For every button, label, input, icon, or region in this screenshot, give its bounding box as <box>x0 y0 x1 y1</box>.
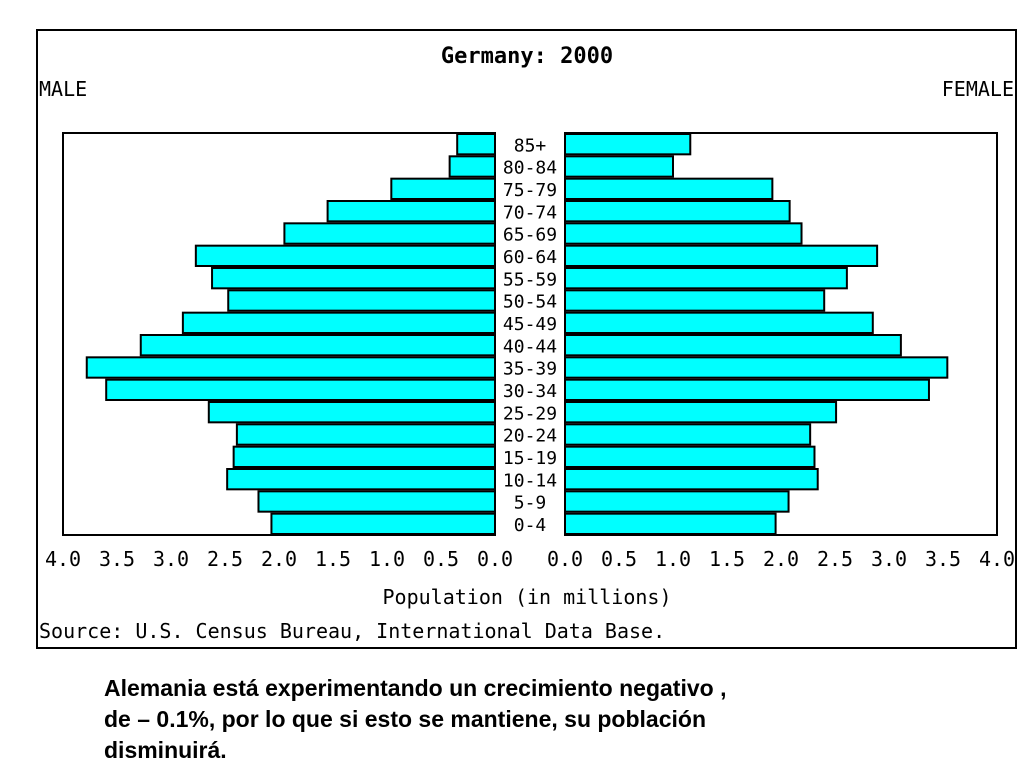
male-tick-3.0: 3.0 <box>153 547 189 571</box>
male-tick-1.0: 1.0 <box>369 547 405 571</box>
population-pyramid-chart: Germany: 2000 MALE FEMALE 85+80-8475-797… <box>36 29 1017 649</box>
male-bar-50-54 <box>227 289 497 312</box>
male-tick-3.5: 3.5 <box>99 547 135 571</box>
male-tick-0.5: 0.5 <box>423 547 459 571</box>
female-bar-10-14 <box>564 468 819 491</box>
male-tick-1.5: 1.5 <box>315 547 351 571</box>
male-bar-10-14 <box>226 468 496 491</box>
age-label-55-59: 55-59 <box>503 269 557 290</box>
male-bar-65-69 <box>283 222 496 245</box>
male-bar-25-29 <box>207 401 497 424</box>
female-tick-0.5: 0.5 <box>601 547 637 571</box>
male-bar-5-9 <box>257 490 497 513</box>
female-bar-70-74 <box>564 200 791 223</box>
age-label-45-49: 45-49 <box>503 314 557 335</box>
male-bar-35-39 <box>85 356 496 379</box>
age-label-75-79: 75-79 <box>503 180 557 201</box>
female-bar-60-64 <box>564 244 879 268</box>
male-bar-20-24 <box>235 423 496 446</box>
age-label-85+: 85+ <box>514 135 547 156</box>
caption-line-2: de – 0.1%, por lo que si esto se mantien… <box>104 706 706 732</box>
female-tick-4.0: 4.0 <box>979 547 1015 571</box>
male-tick-2.0: 2.0 <box>261 547 297 571</box>
caption-line-1: Alemania está experimentando un crecimie… <box>104 675 727 701</box>
male-tick-4.0: 4.0 <box>45 547 81 571</box>
age-label-0-4: 0-4 <box>514 515 547 536</box>
female-tick-1.5: 1.5 <box>709 547 745 571</box>
male-bar-85+ <box>456 133 497 156</box>
female-tick-2.5: 2.5 <box>817 547 853 571</box>
female-bar-50-54 <box>564 289 826 312</box>
age-label-65-69: 65-69 <box>503 225 557 246</box>
male-tick-0.0: 0.0 <box>477 547 513 571</box>
chart-title: Germany: 2000 <box>441 44 613 69</box>
female-tick-2.0: 2.0 <box>763 547 799 571</box>
female-label: FEMALE <box>942 77 1014 101</box>
female-tick-3.0: 3.0 <box>871 547 907 571</box>
male-bar-45-49 <box>181 311 496 334</box>
age-label-30-34: 30-34 <box>503 381 557 402</box>
male-bar-15-19 <box>232 445 496 468</box>
male-bar-55-59 <box>211 267 496 290</box>
female-bar-20-24 <box>564 423 812 446</box>
female-bar-30-34 <box>564 378 930 401</box>
female-bar-80-84 <box>564 155 674 178</box>
female-bar-75-79 <box>564 177 774 201</box>
male-bar-80-84 <box>448 155 497 178</box>
female-bar-35-39 <box>564 356 949 379</box>
male-bar-75-79 <box>390 177 497 201</box>
female-tick-1.0: 1.0 <box>655 547 691 571</box>
age-label-15-19: 15-19 <box>503 448 557 469</box>
female-tick-0.0: 0.0 <box>547 547 583 571</box>
age-label-35-39: 35-39 <box>503 359 557 380</box>
female-bar-40-44 <box>564 334 902 357</box>
female-bar-15-19 <box>564 445 816 468</box>
female-bar-65-69 <box>564 222 803 245</box>
female-bar-85+ <box>564 133 692 156</box>
male-label: MALE <box>39 77 87 101</box>
male-bar-70-74 <box>326 200 496 223</box>
male-bar-30-34 <box>105 378 496 401</box>
male-bar-60-64 <box>194 244 496 268</box>
female-bar-55-59 <box>564 267 848 290</box>
age-label-5-9: 5-9 <box>514 493 547 514</box>
caption-text: Alemania está experimentando un crecimie… <box>104 673 964 766</box>
age-label-20-24: 20-24 <box>503 426 557 447</box>
female-bar-25-29 <box>564 401 838 424</box>
source-note: Source: U.S. Census Bureau, Internationa… <box>39 619 665 643</box>
female-bar-0-4 <box>564 512 777 536</box>
age-label-70-74: 70-74 <box>503 202 557 223</box>
tick-labels-layer: 0.0 0.0 0.5 0.5 1.0 1.0 1.5 1.5 2.0 2.0 2.5 2.5 3.0 3… <box>45 547 1015 571</box>
x-axis-label: Population (in millions) <box>383 585 672 609</box>
female-bar-5-9 <box>564 490 790 513</box>
age-label-40-44: 40-44 <box>503 336 557 357</box>
female-bar-45-49 <box>564 311 874 334</box>
male-bar-0-4 <box>270 512 496 536</box>
bars-layer <box>85 133 949 536</box>
male-tick-2.5: 2.5 <box>207 547 243 571</box>
age-labels-layer: 85+80-8475-7970-7465-6960-6455-5950-5445… <box>503 135 557 536</box>
age-label-80-84: 80-84 <box>503 158 557 179</box>
caption-line-3: disminuirá. <box>104 737 227 763</box>
age-label-50-54: 50-54 <box>503 292 557 313</box>
age-label-25-29: 25-29 <box>503 403 557 424</box>
female-tick-3.5: 3.5 <box>925 547 961 571</box>
male-bar-40-44 <box>139 334 496 357</box>
age-label-10-14: 10-14 <box>503 470 557 491</box>
age-label-60-64: 60-64 <box>503 247 557 268</box>
